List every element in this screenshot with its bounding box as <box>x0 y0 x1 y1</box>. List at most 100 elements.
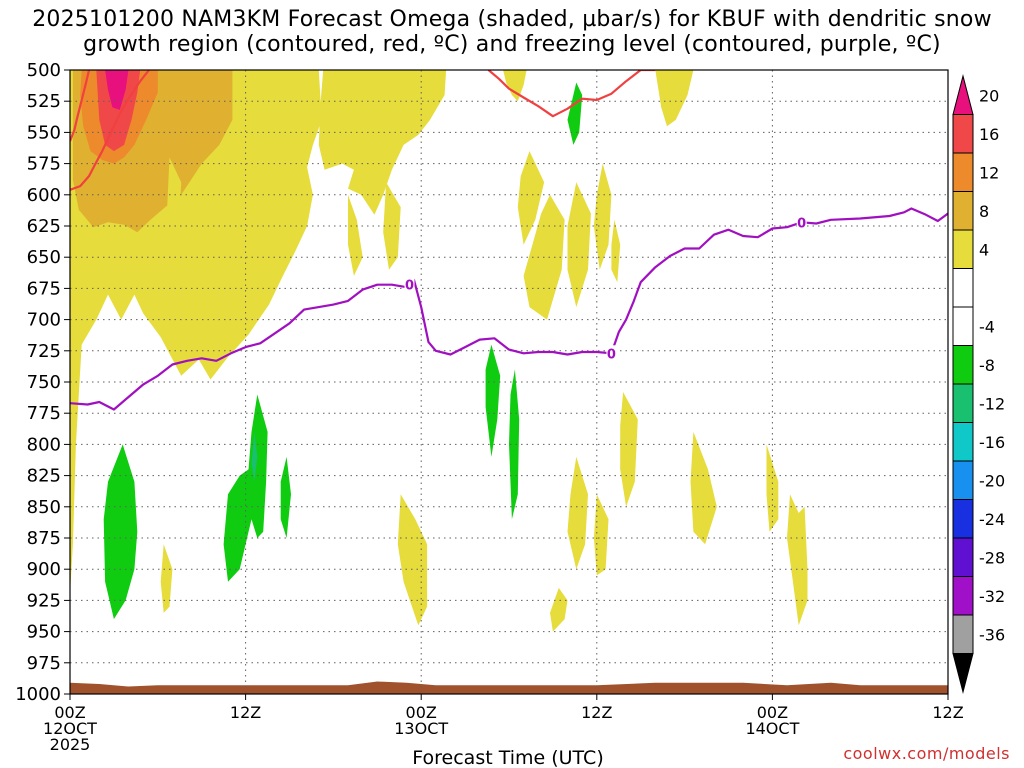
contour-dendritic-upper <box>70 70 91 142</box>
colorbar-label: -4 <box>979 317 995 336</box>
colorbar-label: 12 <box>979 163 999 182</box>
colorbar-label: -20 <box>979 471 1005 490</box>
omega-region-omega_pos_4_8 <box>550 587 568 632</box>
contour-dendritic-lower <box>70 70 150 191</box>
omega-region-omega_pos_4_8 <box>160 544 173 613</box>
x-tick-label: 2025 <box>50 735 91 754</box>
omega-region-omega_pos_16_20 <box>96 70 141 152</box>
x-axis-label: Forecast Time (UTC) <box>412 747 603 768</box>
omega-region-omega_pos_4_8 <box>318 70 447 215</box>
colorbar-segment <box>952 306 974 346</box>
omega-region-omega_pos_4_8 <box>517 151 545 245</box>
colorbar-segment <box>952 460 974 500</box>
omega-region-omega_pos_4_8 <box>245 207 267 320</box>
y-tick-label: 700 <box>27 310 61 331</box>
omega-region-omega_pos_4_8 <box>611 219 621 283</box>
y-tick-label: 550 <box>27 122 61 143</box>
contour-label: 0 <box>607 347 616 362</box>
omega-region-omega_neg_4_8 <box>567 82 583 145</box>
colorbar-label: -24 <box>979 510 1005 529</box>
colorbar-label: -16 <box>979 433 1005 452</box>
colorbar-label: -12 <box>979 394 1005 413</box>
colorbar-arrow-down <box>952 653 974 694</box>
omega-region-omega_pos_4_8 <box>690 431 717 545</box>
omega-region-omega_neg_4_8 <box>103 444 138 620</box>
y-tick-label: 800 <box>27 434 61 455</box>
omega-region-omega_pos_4_8 <box>397 494 428 626</box>
y-tick-label: 600 <box>27 185 61 206</box>
y-tick-label: 775 <box>27 403 61 424</box>
omega-region-omega_pos_4_8 <box>567 456 588 570</box>
colorbar-label: -36 <box>979 625 1005 644</box>
colorbar-label: -32 <box>979 587 1005 606</box>
x-tick-label: 12OCT <box>43 719 97 738</box>
y-tick-label: 625 <box>27 216 61 237</box>
colorbar-label: -28 <box>979 548 1005 567</box>
colorbar-segment <box>952 191 974 231</box>
y-tick-label: 525 <box>27 91 61 112</box>
y-tick-label: 575 <box>27 154 61 175</box>
y-tick-label: 675 <box>27 278 61 299</box>
contour-label-bg <box>404 276 415 292</box>
omega-region-omega_pos_4_8 <box>593 163 612 270</box>
terrain-layer <box>70 681 948 694</box>
contour-label-bg <box>606 345 617 361</box>
omega-region-omega_pos_4_8 <box>567 182 591 308</box>
omega-region-omega_pos_4_8 <box>655 70 694 127</box>
x-tick-label: 00Z <box>757 703 788 722</box>
colorbar-segment <box>952 499 974 539</box>
colorbar-segment <box>952 537 974 577</box>
omega-shading <box>70 70 808 632</box>
y-axis-ticks: 500 525 550 575 600 625 650 675 700 725 750 775 800 8… <box>15 60 70 705</box>
omega-region-omega_neg_4_8 <box>280 456 291 538</box>
omega-region-omega_neg_4_8 <box>509 369 520 520</box>
contour-label-bg <box>796 214 807 230</box>
colorbar-label: 8 <box>979 202 989 221</box>
x-tick-label: 12Z <box>581 703 612 722</box>
colorbar-label: 16 <box>979 125 999 144</box>
colorbar-segment <box>952 268 974 308</box>
contour-freezing-level <box>70 207 948 411</box>
omega-region-omega_pos_4_8 <box>166 157 182 258</box>
y-tick-label: 825 <box>27 466 61 487</box>
colorbar-label: 20 <box>979 86 999 105</box>
omega-region-omega_pos_4_8 <box>787 494 808 626</box>
y-tick-label: 1000 <box>15 684 61 705</box>
omega-region-omega_neg_4_8 <box>485 344 501 457</box>
y-tick-label: 725 <box>27 341 61 362</box>
y-tick-label: 750 <box>27 372 61 393</box>
y-tick-label: 650 <box>27 247 61 268</box>
colorbar-segment <box>952 576 974 616</box>
y-tick-label: 500 <box>27 60 61 81</box>
contour-dendritic-right <box>487 70 656 118</box>
colorbar-segment <box>952 422 974 462</box>
omega-region-omega_pos_20_plus <box>105 70 129 110</box>
credit-text: coolwx.com/models <box>843 744 1010 763</box>
colorbar-segment <box>952 345 974 385</box>
colorbar-segment <box>952 229 974 269</box>
colorbar-segment <box>952 114 974 154</box>
colorbar-label: -8 <box>979 356 995 375</box>
colorbar: 20 16 12 8 4 -4 -8 -12 -16 -20 -24 -28 -32 -36 <box>952 74 1005 694</box>
contour-label: 0 <box>797 216 806 231</box>
omega-region-omega_pos_4_8 <box>213 207 234 308</box>
omega-region-omega_pos_4_8 <box>503 70 527 102</box>
y-tick-label: 900 <box>27 559 61 580</box>
x-tick-label: 00Z <box>54 703 85 722</box>
y-tick-label: 925 <box>27 590 61 611</box>
y-tick-label: 950 <box>27 622 61 643</box>
y-tick-label: 850 <box>27 497 61 518</box>
x-tick-label: 00Z <box>406 703 437 722</box>
colorbar-arrow-up <box>952 74 974 115</box>
y-tick-label: 875 <box>27 528 61 549</box>
omega-region-omega_pos_4_8 <box>593 494 609 576</box>
omega-region-omega_pos_4_8 <box>383 182 401 270</box>
contour-label: 0 <box>405 279 414 294</box>
chart-title-line-1: 2025101200 NAM3KM Forecast Omega (shaded… <box>32 7 992 32</box>
chart-title-line-2: growth region (contoured, red, ºC) and f… <box>83 32 941 57</box>
colorbar-segment <box>952 152 974 192</box>
colorbar-segment <box>952 383 974 423</box>
